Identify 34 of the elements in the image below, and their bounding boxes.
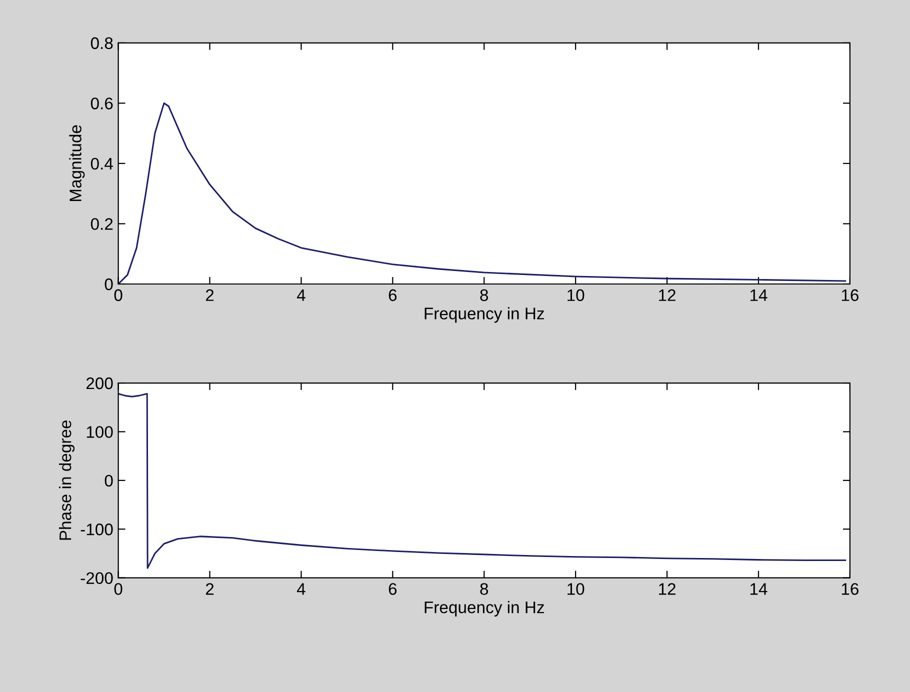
y-tick-label: 100 <box>86 426 113 438</box>
y-tick-label: 0.4 <box>90 158 113 170</box>
x-tick-label: 4 <box>296 289 306 301</box>
x-tick-label: 16 <box>842 583 858 595</box>
x-tick-label: 14 <box>750 583 768 595</box>
y-tick-label: 200 <box>86 377 113 390</box>
y-axis-title: Magnitude <box>69 125 85 201</box>
x-axis-title: Frequency in Hz <box>424 307 544 323</box>
y-tick-label: 0.8 <box>90 37 113 50</box>
x-tick-label: 6 <box>388 583 397 595</box>
x-tick-label: 2 <box>206 583 214 595</box>
x-tick-label: 6 <box>388 289 397 302</box>
x-tick-label: 10 <box>568 289 584 302</box>
x-tick-label: 4 <box>296 583 306 595</box>
y-tick-label: 0.2 <box>90 218 113 230</box>
line-series <box>118 392 846 569</box>
x-tick-label: 8 <box>480 289 488 302</box>
y-tick-label: 0.6 <box>90 98 113 110</box>
x-tick-label: 2 <box>206 289 214 301</box>
y-tick-label: 0 <box>104 278 113 290</box>
x-tick-label: 0 <box>114 289 122 302</box>
x-tick-label: 12 <box>659 289 676 301</box>
y-tick-label: -200 <box>80 572 113 584</box>
x-axis-title: Frequency in Hz <box>424 600 544 617</box>
x-tick-label: 8 <box>480 583 488 595</box>
y-tick-label: -100 <box>80 524 113 536</box>
line-series <box>118 102 846 284</box>
x-tick-label: 10 <box>568 583 584 595</box>
x-tick-label: 14 <box>750 289 768 301</box>
y-axis-title: Phase in degree <box>58 420 75 540</box>
x-tick-label: 12 <box>659 583 676 595</box>
x-tick-label: 0 <box>114 583 122 595</box>
x-tick-label: 16 <box>842 289 858 302</box>
y-tick-label: 0 <box>104 474 113 487</box>
